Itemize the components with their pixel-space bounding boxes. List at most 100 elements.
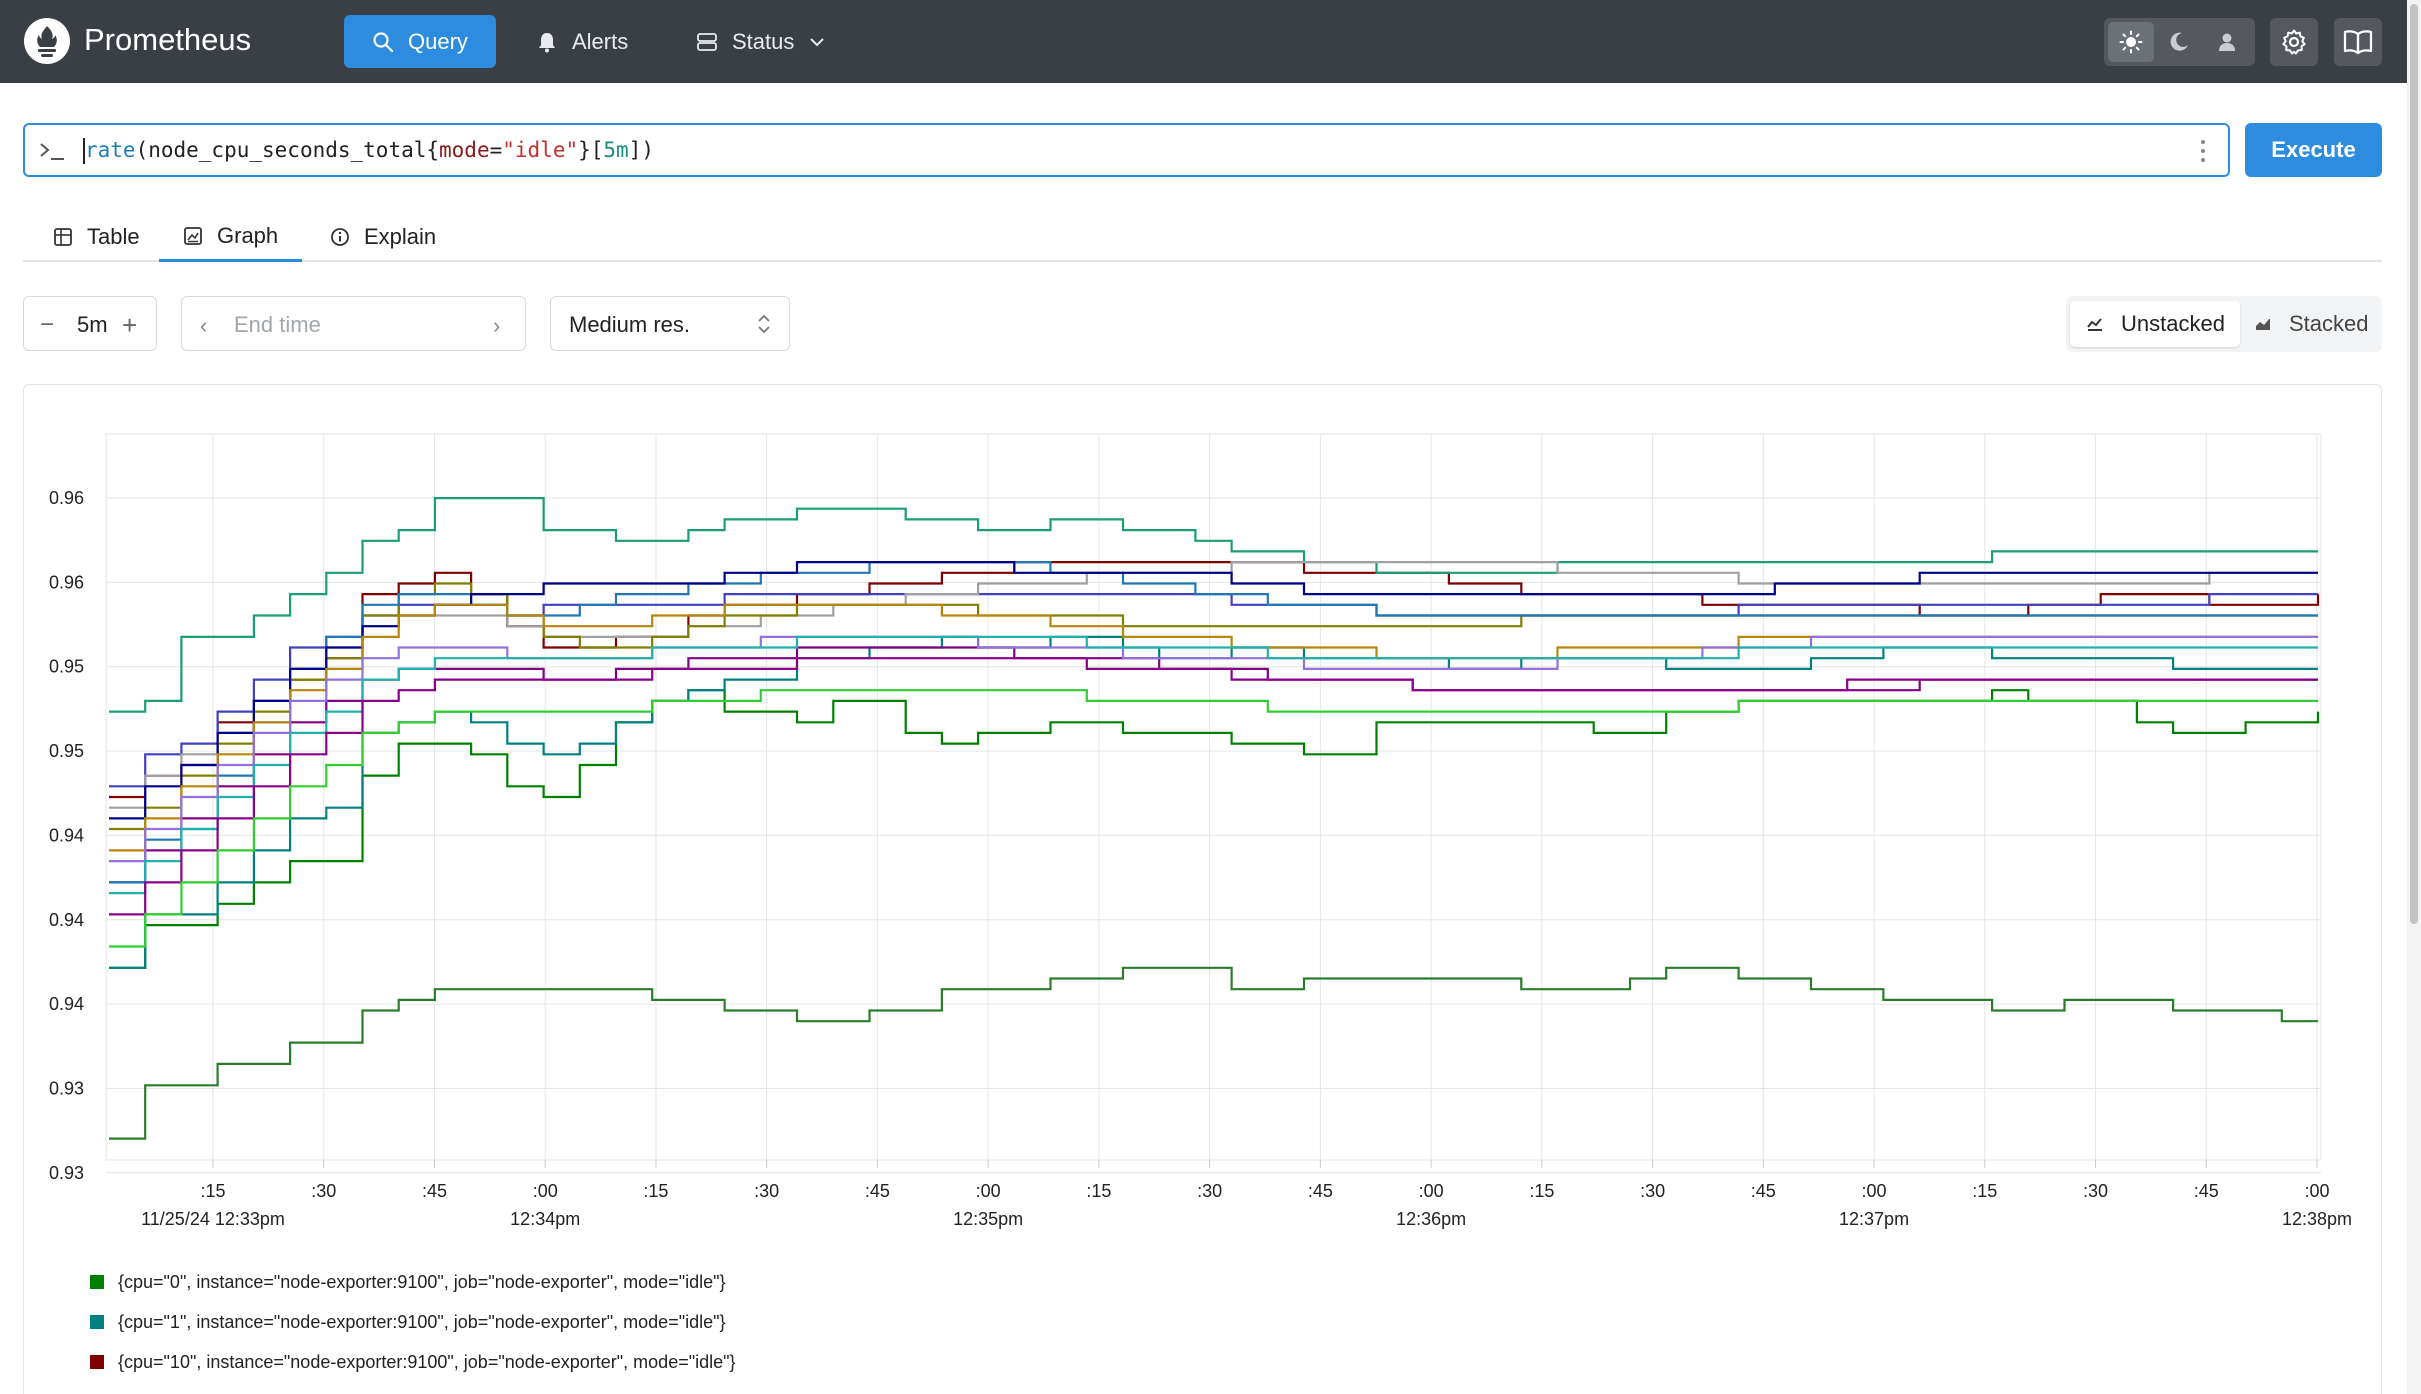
x-tick-label: :00	[1419, 1181, 1444, 1201]
series-line	[109, 646, 2318, 884]
legend-swatch	[90, 1275, 104, 1289]
x-tick-label: :45	[2194, 1181, 2219, 1201]
tab-explain[interactable]: Explain	[326, 212, 440, 262]
x-tick-sublabel: 12:37pm	[1839, 1209, 1909, 1229]
tab-graph-label: Graph	[217, 222, 279, 248]
dark-theme-icon	[2170, 32, 2188, 51]
x-tick-label: :45	[1751, 1181, 1776, 1201]
line-chart-icon	[2087, 318, 2102, 331]
nav-alerts[interactable]: Alerts	[508, 15, 656, 68]
legend-item[interactable]: {cpu="1", instance="node-exporter:9100",…	[90, 1310, 726, 1334]
resolution-value: Medium res.	[569, 312, 691, 337]
y-tick-label: 0.93	[49, 1163, 84, 1183]
nav-query-label: Query	[408, 28, 468, 54]
legend-label: {cpu="10", instance="node-exporter:9100"…	[118, 1351, 736, 1372]
series-line	[109, 561, 2318, 809]
unstacked-button[interactable]: Unstacked	[2070, 301, 2240, 347]
query-expression-text[interactable]: rate(node_cpu_seconds_total{mode="idle"}…	[85, 138, 654, 162]
query-expression-input[interactable]: rate(node_cpu_seconds_total{mode="idle"}…	[23, 123, 2230, 177]
x-tick-label: :15	[643, 1181, 668, 1201]
y-tick-label: 0.93	[49, 1078, 84, 1098]
select-arrows-icon	[758, 314, 770, 334]
tab-table-label: Table	[87, 224, 140, 249]
execute-button[interactable]: Execute	[2245, 123, 2382, 177]
time-series-chart[interactable]: 0.96 0.96 0.95 0.95 0.94 0.94 0.94 0.93 0.93:15 1…	[24, 385, 2383, 1265]
x-tick-label: :45	[422, 1181, 447, 1201]
series-line	[109, 635, 2318, 969]
x-tick-label: :45	[1308, 1181, 1333, 1201]
tab-explain-label: Explain	[364, 224, 437, 249]
legend-swatch	[90, 1355, 104, 1369]
text-cursor	[83, 138, 85, 164]
end-time-picker: ‹ End time ›	[181, 296, 526, 351]
x-tick-label: :00	[533, 1181, 558, 1201]
stack-mode-toggle: Unstacked Stacked	[2066, 296, 2382, 352]
brand-title[interactable]: Prometheus	[84, 22, 252, 57]
x-tick-label: :00	[2304, 1181, 2329, 1201]
search-icon	[373, 31, 394, 52]
series-line	[109, 593, 2318, 788]
scrollbar-thumb[interactable]	[2410, 4, 2418, 924]
prometheus-logo-icon[interactable]	[23, 17, 71, 65]
y-tick-label: 0.94	[49, 910, 84, 930]
legend-item[interactable]: {cpu="0", instance="node-exporter:9100",…	[90, 1270, 726, 1294]
x-tick-sublabel: 12:34pm	[510, 1209, 580, 1229]
docs-button[interactable]	[2334, 18, 2382, 66]
chevron-left-icon[interactable]: ‹	[200, 313, 208, 338]
page-scrollbar[interactable]	[2407, 0, 2421, 1394]
plot-area	[105, 433, 2322, 1161]
light-theme-button[interactable]	[2108, 22, 2154, 62]
series-line	[109, 635, 2318, 895]
range-value[interactable]: 5m	[77, 312, 108, 337]
x-tick-label: :00	[976, 1181, 1001, 1201]
y-tick-label: 0.95	[49, 657, 84, 677]
x-tick-label: :45	[865, 1181, 890, 1201]
server-icon	[697, 32, 717, 51]
legend-label: {cpu="1", instance="node-exporter:9100",…	[118, 1311, 726, 1332]
stacked-button[interactable]: Stacked	[2238, 301, 2384, 347]
decrease-range-button[interactable]: −	[40, 311, 55, 338]
series-line	[109, 561, 2318, 820]
tab-table[interactable]: Table	[49, 212, 144, 262]
tab-graph[interactable]: Graph	[159, 212, 303, 262]
legend-label: {cpu="0", instance="node-exporter:9100",…	[118, 1271, 726, 1292]
resolution-select[interactable]: Medium res.	[550, 296, 790, 351]
series-line	[109, 561, 2318, 884]
x-tick-label: :30	[1640, 1181, 1665, 1201]
nav-query[interactable]: Query	[344, 15, 496, 68]
settings-button[interactable]	[2270, 18, 2318, 66]
legend-item[interactable]: {cpu="10", instance="node-exporter:9100"…	[90, 1350, 736, 1374]
light-theme-icon	[2119, 30, 2143, 54]
graph-panel: 0.96 0.96 0.95 0.95 0.94 0.94 0.94 0.93 0.93:15 1…	[23, 384, 2382, 1394]
book-icon	[2343, 30, 2373, 55]
terminal-prompt-icon	[40, 143, 64, 160]
theme-toggle-group	[2104, 18, 2255, 66]
chevron-right-icon[interactable]: ›	[493, 313, 501, 338]
x-tick-sublabel: 12:36pm	[1396, 1209, 1466, 1229]
x-tick-label: :30	[2083, 1181, 2108, 1201]
area-chart-icon	[2256, 319, 2270, 330]
series-line	[109, 689, 2320, 969]
x-tick-label: :30	[311, 1181, 336, 1201]
stacked-label: Stacked	[2289, 311, 2369, 336]
x-tick-label: :15	[1972, 1181, 1997, 1201]
nav-status[interactable]: Status	[668, 15, 854, 68]
result-tabs: Table Graph Explain	[23, 212, 2382, 262]
series-line	[109, 689, 2318, 948]
increase-range-button[interactable]: +	[122, 310, 138, 340]
chevron-down-icon	[810, 37, 825, 46]
x-tick-sublabel: 11/25/24 12:33pm	[141, 1209, 285, 1229]
y-tick-label: 0.95	[49, 741, 84, 761]
unstacked-label: Unstacked	[2121, 311, 2225, 336]
nav-alerts-label: Alerts	[572, 28, 629, 54]
series-line	[109, 966, 2318, 1140]
x-tick-label: :15	[1086, 1181, 1111, 1201]
bell-icon	[539, 32, 555, 52]
query-options-menu-icon[interactable]	[2193, 138, 2213, 164]
auto-theme-button[interactable]	[2204, 22, 2250, 62]
dark-theme-button[interactable]	[2156, 22, 2202, 62]
top-navbar: Prometheus Query Alerts Status	[0, 0, 2421, 83]
end-time-input[interactable]: End time	[234, 312, 321, 337]
series-line	[109, 497, 2318, 713]
table-icon	[54, 228, 72, 246]
